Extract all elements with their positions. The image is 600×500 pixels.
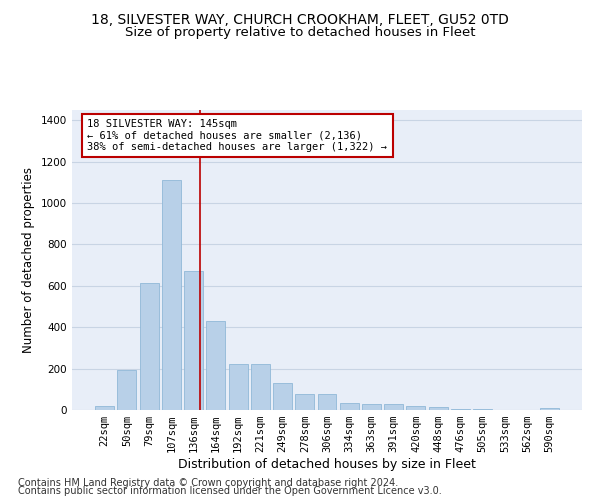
Bar (340, 403, 359, 410)
Text: Contains HM Land Registry data © Crown copyright and database right 2024.: Contains HM Land Registry data © Crown c… (18, 478, 398, 488)
Bar (429, 407, 448, 410)
Bar (229, 364, 248, 410)
Bar (406, 406, 425, 410)
Text: 18, SILVESTER WAY, CHURCH CROOKHAM, FLEET, GU52 0TD: 18, SILVESTER WAY, CHURCH CROOKHAM, FLEE… (91, 12, 509, 26)
Bar (206, 321, 225, 410)
Bar (362, 404, 381, 410)
Bar (95, 406, 114, 410)
Bar (317, 394, 337, 410)
Text: 18 SILVESTER WAY: 145sqm
← 61% of detached houses are smaller (2,136)
38% of sem: 18 SILVESTER WAY: 145sqm ← 61% of detach… (88, 119, 388, 152)
Bar (140, 283, 158, 410)
Text: Size of property relative to detached houses in Fleet: Size of property relative to detached ho… (125, 26, 475, 39)
Y-axis label: Number of detached properties: Number of detached properties (22, 167, 35, 353)
Bar (118, 370, 136, 410)
Text: Contains public sector information licensed under the Open Government Licence v3: Contains public sector information licen… (18, 486, 442, 496)
Bar (384, 404, 403, 410)
Bar (162, 180, 181, 410)
Bar (451, 409, 470, 410)
Bar (540, 408, 559, 410)
Bar (295, 394, 314, 410)
Bar (251, 364, 270, 410)
X-axis label: Distribution of detached houses by size in Fleet: Distribution of detached houses by size … (178, 458, 476, 471)
Bar (184, 272, 203, 410)
Bar (473, 409, 492, 410)
Bar (273, 383, 292, 410)
